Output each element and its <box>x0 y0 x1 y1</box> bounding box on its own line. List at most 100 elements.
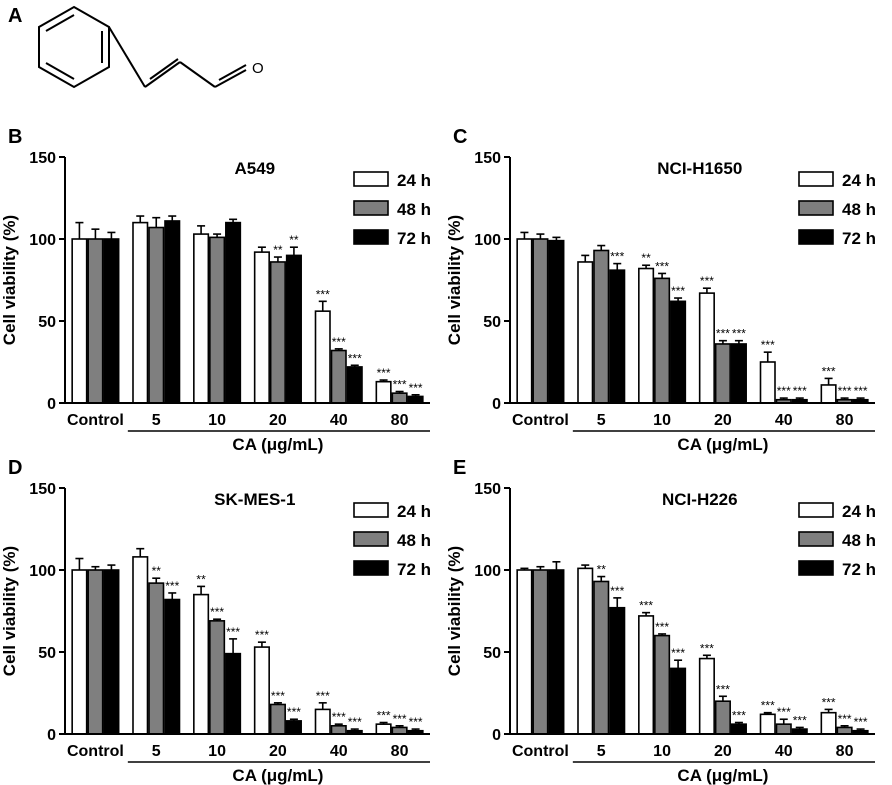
bar-24h-5 <box>577 567 594 735</box>
bar-48h-10 <box>654 634 671 735</box>
y-tick-label: 0 <box>47 727 56 744</box>
ring-double-bond-3 <box>45 62 75 80</box>
significance-marker: *** <box>854 715 868 729</box>
y-tick-label: 100 <box>29 232 56 249</box>
y-tick-label: 50 <box>38 314 56 331</box>
chart-nci-h1650: 0 50 100 150 Cell viability (%) NCI-H1650 Cont… <box>445 150 876 454</box>
bar-24h-5 <box>577 261 594 404</box>
significance-marker: ** <box>597 563 607 577</box>
y-tick-label: 0 <box>492 396 501 413</box>
bar-48h-20 <box>269 261 286 404</box>
x-axis-label: CA (μg/mL) <box>232 766 323 785</box>
bar-24h-80 <box>375 723 392 735</box>
legend-label: 72 h <box>397 560 431 579</box>
significance-marker: *** <box>822 364 836 378</box>
x-tick-label: Control <box>67 743 124 760</box>
significance-marker: *** <box>838 384 852 398</box>
chart-title: A549 <box>234 159 275 178</box>
significance-marker: *** <box>377 366 391 380</box>
bar-48h-20 <box>714 343 731 404</box>
bar-24h-20 <box>253 251 270 404</box>
bar-72h-5 <box>164 220 181 404</box>
x-tick-label: 5 <box>152 412 161 429</box>
y-tick-label: 100 <box>474 563 501 580</box>
legend-label: 24 h <box>397 171 431 190</box>
significance-marker: *** <box>732 327 746 341</box>
bar-48h-40 <box>330 724 347 735</box>
chain-bond-3 <box>179 61 216 88</box>
legend-swatch-48h <box>798 531 834 547</box>
legend-swatch-72h <box>798 229 834 245</box>
chart-nci-h226: 0 50 100 150 Cell viability (%) NCI-H226 Contr… <box>445 481 876 785</box>
bar-24h-10 <box>193 233 210 404</box>
y-tick-label: 150 <box>474 481 501 498</box>
legend-label: 24 h <box>842 502 876 521</box>
y-tick-label: 150 <box>29 150 56 167</box>
legend-label: 48 h <box>397 200 431 219</box>
bar-48h-Control <box>532 569 549 735</box>
oxygen-label: O <box>252 60 264 77</box>
bar-48h-10 <box>209 236 226 404</box>
y-tick-label: 0 <box>47 396 56 413</box>
significance-marker: *** <box>210 605 224 619</box>
significance-marker: ** <box>196 572 206 586</box>
significance-marker: *** <box>732 709 746 723</box>
significance-marker: *** <box>393 378 407 392</box>
x-tick-label: 20 <box>714 743 732 760</box>
significance-marker: *** <box>332 710 346 724</box>
bar-72h-10 <box>225 652 242 735</box>
bar-24h-80 <box>820 384 837 404</box>
bar-24h-Control <box>516 569 533 735</box>
legend-swatch-72h <box>353 560 389 576</box>
chart-title: NCI-H1650 <box>657 159 742 178</box>
x-axis-label: CA (μg/mL) <box>677 435 768 454</box>
y-tick-label: 150 <box>29 481 56 498</box>
significance-marker: *** <box>716 327 730 341</box>
legend-swatch-72h <box>798 560 834 576</box>
significance-marker: *** <box>332 335 346 349</box>
chart-sk-mes-1: 0 50 100 150 Cell viability (%) SK-MES-1 Contr… <box>0 481 431 785</box>
significance-marker: *** <box>671 284 685 298</box>
y-tick-label: 50 <box>483 314 501 331</box>
legend-label: 24 h <box>842 171 876 190</box>
bar-48h-10 <box>654 277 671 404</box>
bar-72h-40 <box>346 366 363 404</box>
significance-marker: *** <box>655 259 669 273</box>
significance-marker: *** <box>610 250 624 264</box>
x-tick-label: 10 <box>653 412 671 429</box>
bar-24h-10 <box>638 267 655 404</box>
bar-48h-Control <box>87 569 104 735</box>
significance-marker: *** <box>777 384 791 398</box>
chart-a549: 0 50 100 150 Cell viability (%) A549 Control 5 1… <box>0 150 431 454</box>
significance-marker: *** <box>655 620 669 634</box>
significance-marker: *** <box>671 646 685 660</box>
bar-72h-10 <box>670 300 687 404</box>
chart-title: NCI-H226 <box>662 490 738 509</box>
x-tick-label: 20 <box>714 412 732 429</box>
carbonyl-bond-1 <box>214 69 247 88</box>
legend-swatch-48h <box>353 200 389 216</box>
x-tick-label: 20 <box>269 412 287 429</box>
significance-marker: *** <box>409 715 423 729</box>
significance-marker: ** <box>289 233 299 247</box>
significance-marker: ** <box>641 251 651 265</box>
x-tick-label: 40 <box>775 412 793 429</box>
x-tick-label: 10 <box>653 743 671 760</box>
chain-double-bond <box>149 58 179 80</box>
significance-marker: *** <box>348 715 362 729</box>
significance-marker: *** <box>377 709 391 723</box>
x-tick-label: 80 <box>391 412 409 429</box>
x-tick-label: 5 <box>597 743 606 760</box>
bar-24h-Control <box>71 569 88 735</box>
x-tick-label: 40 <box>775 743 793 760</box>
bar-72h-5 <box>609 269 626 404</box>
bar-24h-5 <box>132 221 149 404</box>
bar-72h-5 <box>164 598 181 735</box>
legend-swatch-72h <box>353 229 389 245</box>
x-tick-label: 10 <box>208 412 226 429</box>
significance-marker: *** <box>793 713 807 727</box>
bar-24h-10 <box>638 615 655 735</box>
legend-swatch-24h <box>798 502 834 518</box>
significance-marker: *** <box>761 338 775 352</box>
